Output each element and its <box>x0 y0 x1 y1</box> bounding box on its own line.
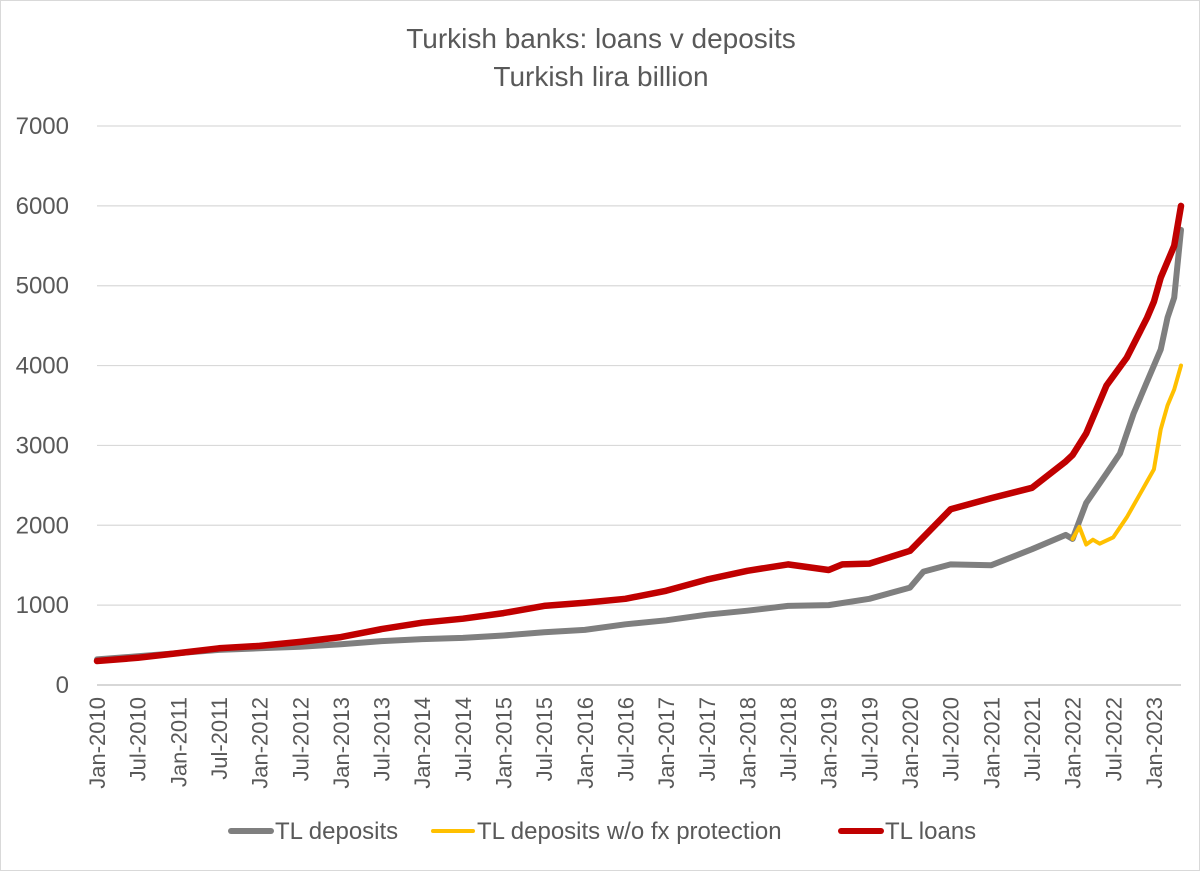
y-tick-label: 6000 <box>16 193 69 220</box>
y-tick-label: 7000 <box>16 113 69 140</box>
x-tick-label: Jan-2019 <box>817 697 842 789</box>
x-tick-label: Jul-2011 <box>207 697 232 780</box>
x-tick-label: Jul-2015 <box>532 697 557 781</box>
x-tick-label: Jan-2021 <box>979 697 1004 789</box>
x-tick-label: Jan-2014 <box>410 697 435 789</box>
x-tick-label: Jul-2020 <box>939 697 964 781</box>
x-tick-label: Jul-2021 <box>1020 697 1045 781</box>
x-tick-label: Jul-2012 <box>288 697 313 781</box>
x-tick-label: Jul-2013 <box>370 697 395 781</box>
y-tick-label: 1000 <box>16 592 69 619</box>
x-tick-label: Jan-2017 <box>654 697 679 789</box>
legend-label: TL deposits <box>275 818 398 845</box>
y-tick-label: 2000 <box>16 512 69 539</box>
x-tick-label: Jul-2017 <box>695 697 720 781</box>
x-tick-label: Jul-2014 <box>451 697 476 781</box>
y-tick-label: 5000 <box>16 273 69 300</box>
series-line <box>1070 363 1183 547</box>
x-tick-label: Jul-2018 <box>776 697 801 781</box>
legend-label: TL deposits w/o fx protection <box>477 818 782 845</box>
x-tick-label: Jul-2010 <box>126 697 151 781</box>
chart-title: Turkish banks: loans v deposits <box>406 23 796 54</box>
x-tick-label: Jul-2022 <box>1101 697 1126 781</box>
x-tick-label: Jan-2020 <box>898 697 923 789</box>
series-line <box>94 226 1184 663</box>
x-tick-label: Jan-2015 <box>492 697 517 789</box>
chart-subtitle: Turkish lira billion <box>493 61 709 92</box>
y-tick-label: 0 <box>56 672 69 699</box>
x-tick-label: Jan-2010 <box>85 697 110 789</box>
x-tick-label: Jan-2013 <box>329 697 354 789</box>
x-tick-label: Jul-2016 <box>613 697 638 781</box>
x-tick-label: Jan-2011 <box>166 697 191 787</box>
x-tick-label: Jan-2016 <box>573 697 598 789</box>
series-line <box>93 202 1185 665</box>
x-tick-label: Jan-2022 <box>1061 697 1086 789</box>
x-tick-label: Jan-2012 <box>248 697 273 789</box>
x-tick-label: Jan-2023 <box>1142 697 1167 789</box>
y-tick-label: 3000 <box>16 432 69 459</box>
legend-label: TL loans <box>885 818 976 845</box>
x-tick-label: Jul-2019 <box>857 697 882 781</box>
x-tick-label: Jan-2018 <box>735 697 760 789</box>
y-tick-label: 4000 <box>16 353 69 380</box>
